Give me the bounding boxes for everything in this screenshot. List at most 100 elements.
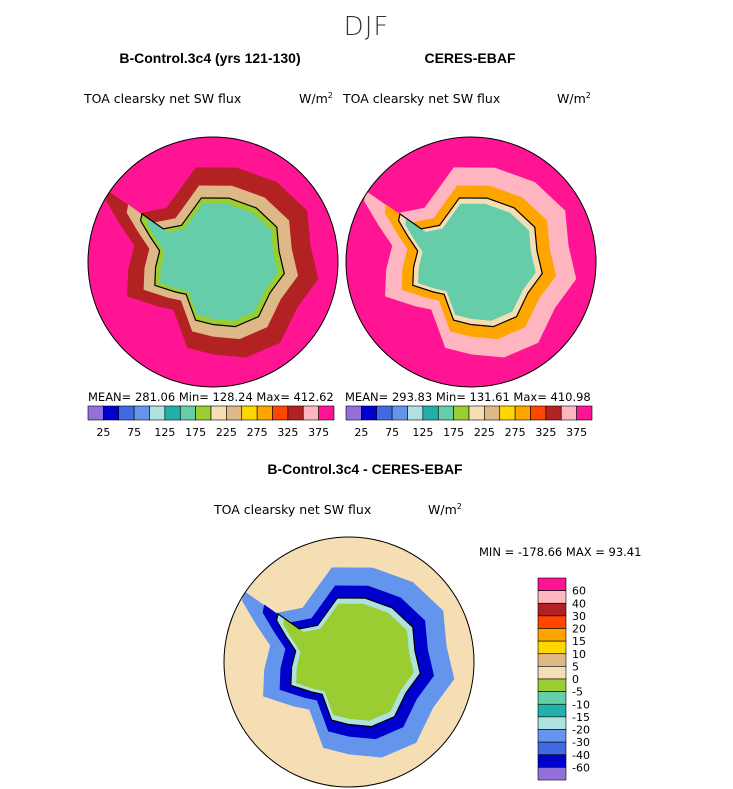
colorbar-swatch bbox=[103, 405, 120, 421]
colorbar-tick-label: 10 bbox=[572, 648, 586, 661]
colorbar-swatch bbox=[537, 590, 567, 604]
colorbar-tick-label: 125 bbox=[154, 426, 175, 439]
colorbar-swatch bbox=[530, 405, 547, 421]
colorbar-swatch bbox=[537, 754, 567, 768]
polar-map-2 bbox=[345, 136, 597, 388]
map-border bbox=[223, 536, 475, 788]
colorbar-swatch bbox=[537, 716, 567, 730]
colorbar-swatch bbox=[376, 405, 393, 421]
colorbar-swatch bbox=[391, 405, 408, 421]
colorbar-swatch bbox=[210, 405, 227, 421]
colorbar-tick-label: 30 bbox=[572, 610, 586, 623]
panel-3-units: W/m2 bbox=[428, 502, 462, 518]
colorbar-swatch bbox=[272, 405, 289, 421]
colorbar-tick-label: -10 bbox=[572, 698, 590, 711]
colorbar-tick-label: 75 bbox=[127, 426, 141, 439]
colorbar-swatch bbox=[537, 691, 567, 705]
colorbar-tick-label: 275 bbox=[505, 426, 526, 439]
colorbar-tick-label: -20 bbox=[572, 724, 590, 737]
colorbar-swatch bbox=[345, 405, 362, 421]
panel-2-variable: TOA clearsky net SW flux bbox=[343, 91, 501, 106]
colorbar-swatch bbox=[195, 405, 212, 421]
colorbar-swatch bbox=[133, 405, 150, 421]
colorbar-swatch bbox=[164, 405, 181, 421]
colorbar-tick-label: 25 bbox=[96, 426, 110, 439]
coastline bbox=[275, 597, 421, 728]
colorbar-tick-label: -15 bbox=[572, 711, 590, 724]
colorbar-swatch bbox=[149, 405, 166, 421]
colorbar-swatch bbox=[576, 405, 593, 421]
colorbar-tick-label: -40 bbox=[572, 749, 590, 762]
colorbar-swatch bbox=[287, 405, 304, 421]
colorbar-tick-label: 225 bbox=[216, 426, 237, 439]
colorbar-tick-label: 15 bbox=[572, 635, 586, 648]
colorbar-swatch bbox=[537, 703, 567, 718]
map-border bbox=[87, 136, 339, 388]
colorbar-panel-2: 25 75 125 175 225 275 325 375 bbox=[345, 405, 593, 439]
colorbar-swatch bbox=[537, 678, 567, 692]
colorbar-tick-label: 225 bbox=[474, 426, 495, 439]
colorbar-panel-1: 25 75 125 175 225 275 325 375 bbox=[87, 405, 335, 439]
colorbar-swatch bbox=[302, 405, 319, 421]
panel-1-units: W/m2 bbox=[299, 91, 333, 107]
figure-title: DJF bbox=[343, 12, 390, 42]
colorbar-swatch bbox=[256, 405, 273, 421]
colorbar-swatch bbox=[537, 666, 567, 680]
colorbar-tick-label: 125 bbox=[412, 426, 433, 439]
colorbar-tick-label: 325 bbox=[277, 426, 298, 439]
coastline bbox=[139, 197, 285, 328]
colorbar-tick-label: 375 bbox=[308, 426, 329, 439]
panel-2-stats: MEAN= 293.83 Min= 131.61 Max= 410.98 bbox=[345, 390, 591, 404]
colorbar-swatch bbox=[537, 729, 567, 743]
colorbar-swatch bbox=[468, 405, 485, 421]
polar-map-1 bbox=[87, 136, 339, 388]
colorbar-tick-label: 375 bbox=[566, 426, 587, 439]
map-border bbox=[345, 136, 597, 388]
colorbar-swatch bbox=[537, 615, 567, 629]
coastline bbox=[397, 197, 543, 328]
panel-1-title: B-Control.3c4 (yrs 121-130) bbox=[119, 50, 301, 66]
panel-1-stats: MEAN= 281.06 Min= 128.24 Max= 412.62 bbox=[88, 390, 334, 404]
colorbar-swatch bbox=[537, 741, 567, 756]
panel-1-variable: TOA clearsky net SW flux bbox=[84, 91, 242, 106]
colorbar-swatch bbox=[361, 405, 378, 421]
colorbar-swatch bbox=[537, 602, 567, 617]
region-antarctic-interior bbox=[283, 603, 414, 721]
panel-2-units: W/m2 bbox=[557, 91, 591, 107]
colorbar-swatch bbox=[453, 405, 470, 421]
panel-3-title: B-Control.3c4 - CERES-EBAF bbox=[267, 461, 463, 477]
colorbar-swatch bbox=[87, 405, 104, 421]
colorbar-tick-label: 5 bbox=[572, 660, 579, 673]
colorbar-swatch bbox=[537, 767, 567, 781]
colorbar-tick-label: 75 bbox=[385, 426, 399, 439]
colorbar-swatch bbox=[407, 405, 424, 421]
polar-map-3 bbox=[223, 536, 475, 788]
colorbar-swatch bbox=[560, 405, 577, 421]
colorbar-swatch bbox=[437, 405, 454, 421]
region-antarctic-interior bbox=[405, 203, 536, 321]
panel-3-variable: TOA clearsky net SW flux bbox=[214, 502, 372, 517]
colorbar-tick-label: 25 bbox=[354, 426, 368, 439]
colorbar-tick-label: 0 bbox=[572, 673, 579, 686]
colorbar-swatch bbox=[484, 405, 501, 421]
region-antarctic-interior bbox=[147, 203, 278, 321]
colorbar-swatch bbox=[179, 405, 196, 421]
colorbar-swatch bbox=[537, 653, 567, 667]
colorbar-swatch bbox=[226, 405, 243, 421]
colorbar-tick-label: 325 bbox=[535, 426, 556, 439]
colorbar-swatch bbox=[241, 405, 258, 421]
colorbar-swatch bbox=[545, 405, 562, 421]
colorbar-tick-label: 175 bbox=[443, 426, 464, 439]
colorbar-swatch bbox=[118, 405, 135, 421]
colorbar-tick-label: -60 bbox=[572, 761, 590, 774]
colorbar-swatch bbox=[537, 577, 567, 591]
colorbar-swatch bbox=[537, 640, 567, 655]
colorbar-tick-label: 40 bbox=[572, 597, 586, 610]
colorbar-tick-label: 60 bbox=[572, 585, 586, 598]
colorbar-swatch bbox=[499, 405, 516, 421]
colorbar-tick-label: 175 bbox=[185, 426, 206, 439]
colorbar-swatch bbox=[422, 405, 439, 421]
colorbar-tick-label: -30 bbox=[572, 736, 590, 749]
